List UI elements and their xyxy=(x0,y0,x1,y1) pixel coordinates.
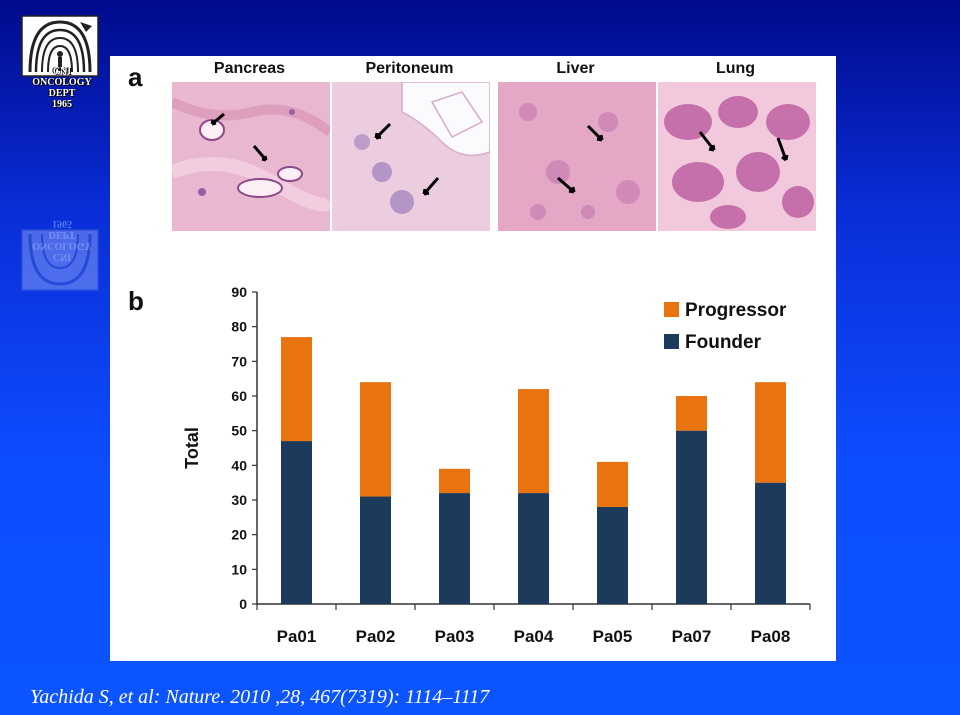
x-tick-label-pa05: Pa05 xyxy=(593,627,633,646)
tissue-title-lung: Lung xyxy=(715,60,756,77)
bar-founder-pa04 xyxy=(518,493,549,604)
chart-legend: Progressor Founder xyxy=(664,300,787,353)
bar-progressor-pa02 xyxy=(360,382,391,497)
citation-text: Yachida S, et al: Nature. 2010 ,28, 467(… xyxy=(30,686,490,708)
logo-reflection-text: CNI ONCOLOGY DEPT 1965 xyxy=(32,218,92,262)
x-tick-label-pa07: Pa07 xyxy=(672,627,712,646)
bar-progressor-pa01 xyxy=(281,337,312,442)
figure-panel: a Pancreas Peritoneum Liver Lung xyxy=(110,56,836,661)
bar-founder-pa02 xyxy=(360,496,391,604)
panel-b-label: b xyxy=(128,286,144,316)
legend-swatch-founder xyxy=(664,334,679,349)
y-tick-label: 70 xyxy=(231,353,247,369)
y-axis-label: Total xyxy=(182,427,202,469)
tissue-title-liver: Liver xyxy=(556,60,595,77)
y-tick-label: 60 xyxy=(231,388,247,404)
bar-founder-pa05 xyxy=(597,506,628,604)
legend-swatch-progressor xyxy=(664,302,679,317)
y-tick-label: 80 xyxy=(231,319,247,335)
x-tick-label-pa04: Pa04 xyxy=(514,627,554,646)
y-tick-label: 50 xyxy=(231,423,247,439)
legend-label-founder: Founder xyxy=(685,332,762,353)
bar-founder-pa08 xyxy=(755,482,786,604)
tissue-title-peritoneum: Peritoneum xyxy=(365,60,454,77)
bar-progressor-pa07 xyxy=(676,396,707,431)
legend-label-progressor: Progressor xyxy=(685,300,787,321)
institution-logo-icon xyxy=(21,15,99,77)
panel-a-label: a xyxy=(128,62,143,92)
y-tick-label: 20 xyxy=(231,527,247,543)
lung-histology-image xyxy=(658,82,816,231)
x-tick-labels: Pa01 Pa02 Pa03 Pa04 Pa05 Pa07 Pa08 xyxy=(256,604,811,646)
x-tick-label-pa03: Pa03 xyxy=(435,627,475,646)
bar-progressor-pa05 xyxy=(597,461,628,507)
y-tick-label: 40 xyxy=(231,457,247,473)
x-tick-label-pa01: Pa01 xyxy=(277,627,317,646)
bar-founder-pa07 xyxy=(676,430,707,604)
liver-histology-image xyxy=(498,82,656,231)
bar-founder-pa03 xyxy=(439,493,470,604)
y-tick-label: 90 xyxy=(231,284,247,300)
y-tick-label: 10 xyxy=(231,561,247,577)
pancreas-histology-image xyxy=(172,82,330,231)
x-tick-label-pa02: Pa02 xyxy=(356,627,396,646)
y-tick-labels: 0 10 20 30 40 50 60 70 80 90 xyxy=(231,284,257,612)
x-tick-label-pa08: Pa08 xyxy=(751,627,791,646)
bar-progressor-pa04 xyxy=(518,389,549,494)
peritoneum-histology-image xyxy=(332,82,490,231)
bar-founder-pa01 xyxy=(281,441,312,604)
chart-bars xyxy=(281,337,786,604)
logo-text: CNI ONCOLOGY DEPT 1965 xyxy=(32,66,92,110)
logo-reflection-icon xyxy=(21,229,99,291)
bar-progressor-pa08 xyxy=(755,382,786,483)
y-tick-label: 30 xyxy=(231,492,247,508)
bar-progressor-pa03 xyxy=(439,468,470,494)
y-tick-label: 0 xyxy=(239,596,247,612)
tissue-title-pancreas: Pancreas xyxy=(213,60,286,77)
